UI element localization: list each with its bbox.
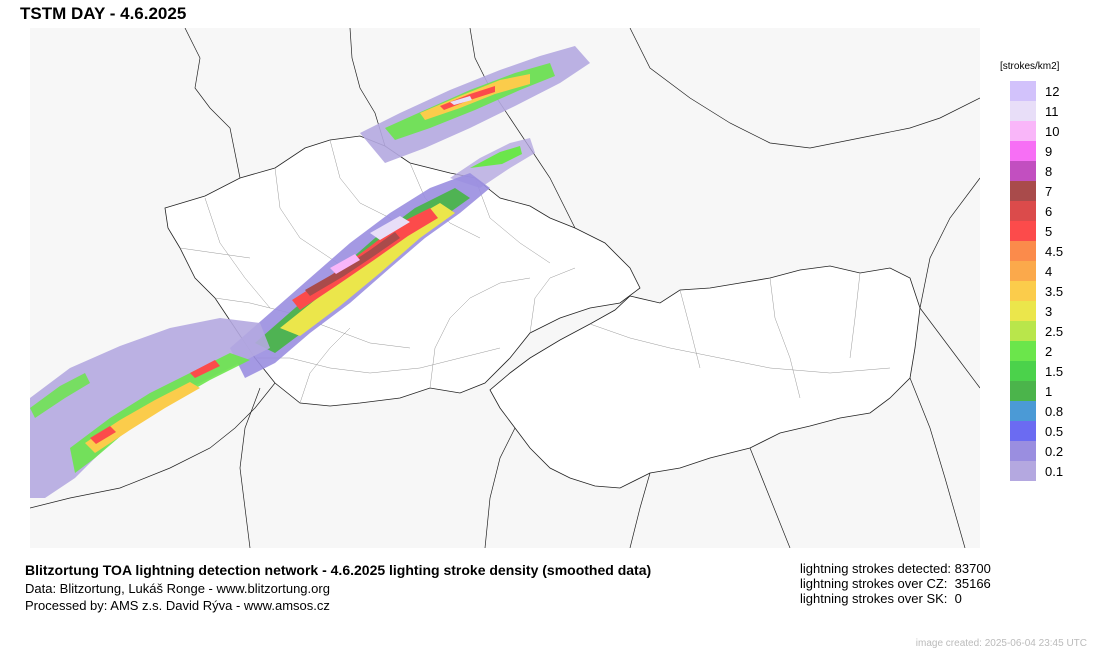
legend-swatch	[1010, 321, 1036, 341]
legend-swatch	[1010, 361, 1036, 381]
legend-label: 3	[1045, 304, 1053, 319]
lightning-band-central	[230, 173, 490, 378]
map-title: TSTM DAY - 4.6.2025	[20, 4, 187, 23]
legend-label: 0.1	[1045, 464, 1064, 479]
stroke-stats: lightning strokes detected: 83700 lightn…	[800, 561, 991, 606]
legend-label: 10	[1045, 124, 1060, 139]
legend-label: 12	[1045, 84, 1060, 99]
legend-label: 4	[1045, 264, 1053, 279]
legend-label: 6	[1045, 204, 1053, 219]
legend-label: 1.5	[1045, 364, 1064, 379]
legend-label: 2	[1045, 344, 1053, 359]
legend-unit-label: [strokes/km2]	[1000, 61, 1060, 72]
lightning-band-southwest	[30, 318, 270, 498]
legend-swatch	[1010, 261, 1036, 281]
legend-swatch	[1010, 241, 1036, 261]
legend-swatch	[1010, 81, 1036, 101]
legend-label: 5	[1045, 224, 1053, 239]
legend-swatch	[1010, 341, 1036, 361]
legend-label: 2.5	[1045, 324, 1064, 339]
legend-swatch	[1010, 181, 1036, 201]
legend-label: 8	[1045, 164, 1053, 179]
legend-label: 0.2	[1045, 444, 1064, 459]
slovakia-area	[489, 265, 921, 489]
legend-label: 0.8	[1045, 404, 1064, 419]
legend-swatch	[1010, 461, 1036, 481]
stat-detected: lightning strokes detected: 83700	[800, 561, 991, 576]
legend-swatch	[1010, 121, 1036, 141]
legend-label: 0.5	[1045, 424, 1064, 439]
footer-title: Blitzortung TOA lightning detection netw…	[25, 562, 652, 578]
legend-swatch	[1010, 301, 1036, 321]
legend-swatch	[1010, 401, 1036, 421]
legend-swatch	[1010, 221, 1036, 241]
lightning-density-map	[30, 28, 980, 548]
stat-sk: lightning strokes over SK: 0	[800, 591, 962, 606]
legend-label: 4.5	[1045, 244, 1064, 259]
lightning-band-north	[360, 46, 590, 188]
legend-swatch	[1010, 161, 1036, 181]
legend-swatch	[1010, 441, 1036, 461]
legend-label: 1	[1045, 384, 1053, 399]
legend-label: 3.5	[1045, 284, 1064, 299]
footer-data-source: Data: Blitzortung, Lukáš Ronge - www.bli…	[25, 581, 330, 596]
legend-swatch	[1010, 421, 1036, 441]
legend-swatch	[1010, 101, 1036, 121]
legend-swatch	[1010, 381, 1036, 401]
image-created-timestamp: image created: 2025-06-04 23:45 UTC	[915, 638, 1087, 649]
legend-label: 11	[1045, 104, 1059, 119]
legend-swatch	[1010, 281, 1036, 301]
footer-processed-by: Processed by: AMS z.s. David Rýva - www.…	[25, 598, 330, 613]
stat-cz: lightning strokes over CZ: 35166	[800, 576, 991, 591]
legend-label: 7	[1045, 184, 1053, 199]
legend-swatch	[1010, 141, 1036, 161]
legend-label: 9	[1045, 144, 1053, 159]
legend-swatch	[1010, 201, 1036, 221]
